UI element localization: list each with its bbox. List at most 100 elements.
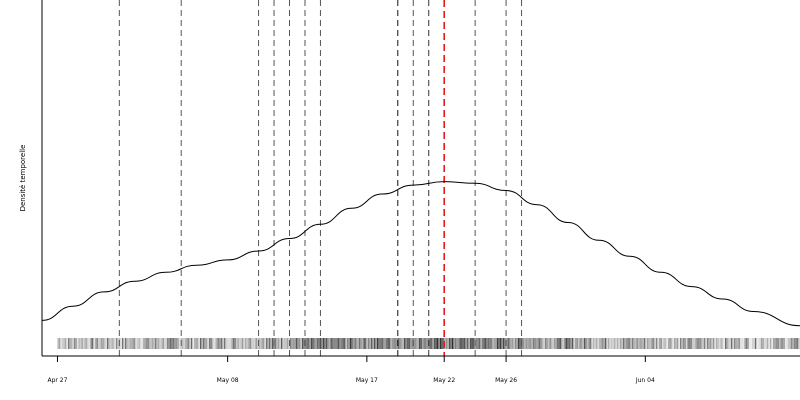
rug-mark	[185, 338, 187, 349]
rug-mark	[366, 338, 368, 349]
rug-mark	[296, 338, 298, 349]
rug-mark	[59, 338, 61, 349]
rug-mark	[494, 338, 496, 349]
rug-mark	[533, 338, 535, 349]
rug-mark	[176, 338, 178, 349]
rug-mark	[350, 338, 352, 349]
rug-mark	[681, 338, 683, 349]
rug-mark	[578, 338, 580, 349]
rug-mark	[647, 338, 649, 349]
rug-mark	[737, 338, 739, 349]
rug-mark	[182, 338, 184, 349]
rug-mark	[753, 338, 755, 349]
rug-mark	[791, 338, 793, 349]
rug-mark	[93, 338, 95, 349]
rug-mark	[536, 338, 538, 349]
rug-mark	[611, 338, 613, 349]
rug-mark	[293, 338, 295, 349]
rug-mark	[147, 338, 149, 349]
rug-mark	[62, 338, 64, 349]
rug-mark	[432, 338, 434, 349]
rug-mark	[479, 338, 481, 349]
rug-mark	[336, 338, 338, 349]
rug-mark	[393, 338, 395, 349]
rug-mark	[410, 338, 412, 349]
rug-mark	[144, 338, 146, 349]
rug-mark	[332, 338, 334, 349]
rug-mark	[510, 338, 512, 349]
rug-mark	[407, 338, 409, 349]
rug-mark	[750, 338, 752, 349]
rug-mark	[458, 338, 460, 349]
rug-mark	[576, 338, 578, 349]
rug-mark	[617, 338, 619, 349]
rug-mark	[792, 338, 794, 349]
rug-mark	[732, 338, 734, 349]
rug-mark	[560, 338, 562, 349]
rug-mark	[227, 338, 229, 349]
rug-mark	[329, 338, 331, 349]
rug-mark	[384, 338, 386, 349]
rug-mark	[644, 338, 646, 349]
rug-mark	[543, 338, 545, 349]
rug-mark	[392, 338, 394, 349]
rug-mark	[653, 338, 655, 349]
rug-mark	[141, 338, 143, 349]
rug-mark	[725, 338, 727, 349]
rug-mark	[789, 338, 791, 349]
rug-mark	[786, 338, 788, 349]
rug-mark	[209, 338, 211, 349]
rug-mark	[369, 338, 371, 349]
rug-mark	[795, 338, 797, 349]
rug-mark	[240, 338, 242, 349]
rug-mark	[515, 338, 517, 349]
rug-mark	[80, 338, 82, 349]
rug-mark	[720, 338, 722, 349]
rug-mark	[785, 338, 787, 349]
rug-mark	[380, 338, 382, 349]
y-axis-title: Densité temporelle	[19, 144, 27, 212]
rug-mark	[372, 338, 374, 349]
rug-mark	[773, 338, 775, 349]
rug-mark	[63, 338, 65, 349]
rug-mark	[65, 338, 67, 349]
rug-mark	[171, 338, 173, 349]
rug-mark	[695, 338, 697, 349]
rug-mark	[323, 338, 325, 349]
x-tick-label: May 26	[495, 377, 517, 384]
rug-mark	[156, 338, 158, 349]
rug-mark	[713, 338, 715, 349]
rug-mark	[465, 338, 467, 349]
rug-mark	[129, 338, 131, 349]
rug-mark	[746, 338, 748, 349]
rug-mark	[669, 338, 671, 349]
rug-mark	[356, 338, 358, 349]
rug-mark	[549, 338, 551, 349]
rug-layer	[57, 338, 800, 349]
rug-mark	[77, 338, 79, 349]
rug-mark	[765, 338, 767, 349]
rug-mark	[455, 338, 457, 349]
x-tick-label: May 08	[217, 377, 239, 384]
rug-mark	[108, 338, 110, 349]
rug-mark	[279, 338, 281, 349]
rug-mark	[221, 338, 223, 349]
rug-mark	[351, 338, 353, 349]
rug-mark	[606, 338, 608, 349]
rug-mark	[210, 338, 212, 349]
rug-mark	[74, 338, 76, 349]
rug-mark	[404, 338, 406, 349]
rug-mark	[177, 338, 179, 349]
rug-mark	[314, 338, 316, 349]
rug-mark	[308, 338, 310, 349]
rug-mark	[704, 338, 706, 349]
rug-mark	[359, 338, 361, 349]
rug-mark	[660, 338, 662, 349]
rug-mark	[783, 338, 785, 349]
rug-mark	[194, 338, 196, 349]
rug-mark	[678, 338, 680, 349]
rug-mark	[215, 338, 217, 349]
rug-mark	[572, 338, 574, 349]
rug-mark	[330, 338, 332, 349]
rug-mark	[719, 338, 721, 349]
